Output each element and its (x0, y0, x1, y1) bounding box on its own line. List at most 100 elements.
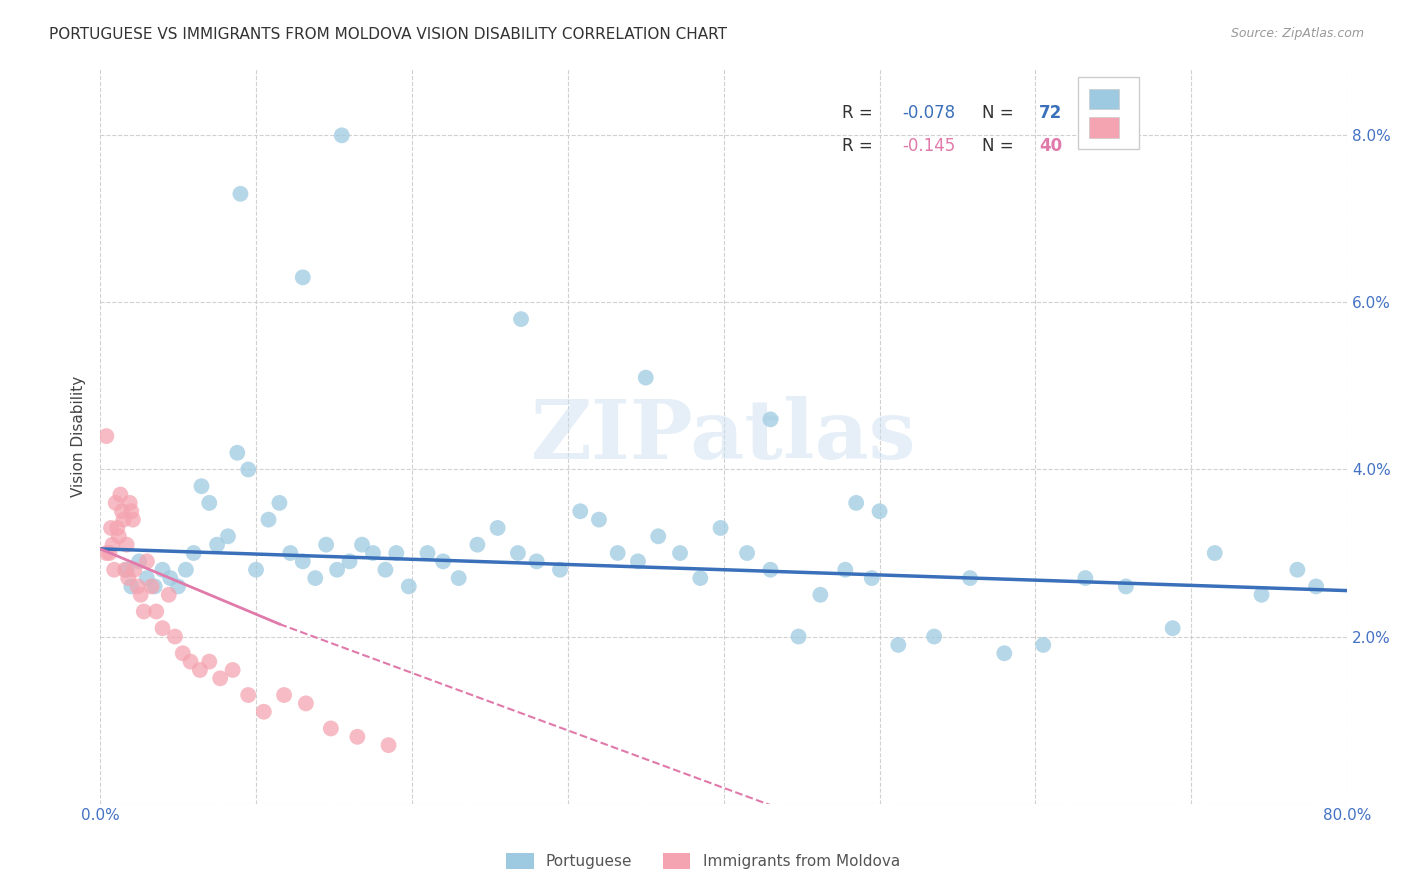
Point (118, 496, 141, 510)
Point (167, 579, 190, 593)
Point (1250, 588, 1272, 602)
Text: R =: R = (842, 136, 879, 154)
Point (787, 630, 810, 644)
Point (447, 571, 470, 585)
Point (1204, 546, 1226, 560)
Point (257, 513, 280, 527)
Point (627, 554, 650, 568)
Text: -0.078: -0.078 (903, 103, 955, 121)
Text: Source: ZipAtlas.com: Source: ZipAtlas.com (1230, 27, 1364, 40)
Point (108, 529, 131, 543)
Point (860, 571, 883, 585)
Point (346, 730, 368, 744)
Point (1305, 579, 1327, 593)
Text: N =: N = (981, 103, 1019, 121)
Point (735, 546, 758, 560)
Point (174, 563, 197, 577)
Point (669, 546, 692, 560)
Point (253, 705, 276, 719)
Point (190, 479, 212, 493)
Text: 72: 72 (1039, 103, 1063, 121)
Point (172, 646, 194, 660)
Point (120, 504, 142, 518)
Point (887, 638, 910, 652)
Point (326, 563, 349, 577)
Point (278, 546, 301, 560)
Point (1115, 579, 1137, 593)
Point (315, 538, 337, 552)
Point (217, 529, 239, 543)
Point (339, 554, 361, 568)
Point (506, 546, 529, 560)
Point (295, 697, 318, 711)
Point (98, 546, 121, 560)
Point (183, 546, 205, 560)
Point (101, 538, 124, 552)
Point (510, 312, 533, 326)
Point (229, 186, 252, 201)
Point (569, 504, 592, 518)
Point (606, 546, 628, 560)
Point (869, 504, 891, 518)
Point (526, 554, 548, 568)
Point (132, 605, 155, 619)
Point (135, 571, 157, 585)
Point (238, 688, 260, 702)
Point (152, 621, 174, 635)
Text: -0.145: -0.145 (903, 136, 955, 154)
Y-axis label: Vision Disability: Vision Disability (72, 376, 86, 497)
Text: ZIPatlas: ZIPatlas (531, 396, 917, 476)
Point (416, 546, 439, 560)
Point (152, 563, 174, 577)
Point (377, 738, 399, 752)
Point (135, 554, 157, 568)
Point (121, 513, 143, 527)
Point (330, 128, 353, 143)
Text: N =: N = (981, 136, 1019, 154)
Point (117, 571, 139, 585)
Point (180, 655, 202, 669)
Point (120, 579, 142, 593)
Point (157, 588, 180, 602)
Point (128, 554, 150, 568)
Point (1074, 571, 1097, 585)
Point (143, 579, 166, 593)
Point (163, 630, 186, 644)
Point (103, 563, 125, 577)
Point (467, 538, 489, 552)
Point (291, 270, 314, 285)
Point (96, 546, 118, 560)
Point (548, 563, 571, 577)
Point (845, 496, 868, 510)
Point (198, 496, 221, 510)
Point (112, 513, 135, 527)
Point (993, 646, 1015, 660)
Point (1286, 563, 1309, 577)
Point (486, 521, 509, 535)
Point (269, 496, 291, 510)
Point (304, 571, 326, 585)
Point (100, 521, 122, 535)
Point (273, 688, 295, 702)
Point (111, 504, 134, 518)
Point (759, 412, 782, 426)
Point (238, 462, 260, 476)
Text: PORTUGUESE VS IMMIGRANTS FROM MOLDOVA VISION DISABILITY CORRELATION CHART: PORTUGUESE VS IMMIGRANTS FROM MOLDOVA VI… (49, 27, 727, 42)
Text: R =: R = (842, 103, 879, 121)
Legend: Portuguese, Immigrants from Moldova: Portuguese, Immigrants from Moldova (501, 847, 905, 875)
Point (115, 563, 138, 577)
Point (114, 563, 136, 577)
Point (221, 663, 243, 677)
Point (759, 563, 782, 577)
Point (350, 538, 373, 552)
Point (432, 554, 454, 568)
Point (141, 579, 163, 593)
Point (361, 546, 384, 560)
Point (1032, 638, 1054, 652)
Point (385, 546, 408, 560)
Point (959, 571, 981, 585)
Point (291, 554, 314, 568)
Point (808, 588, 831, 602)
Point (319, 722, 342, 736)
Point (588, 513, 610, 527)
